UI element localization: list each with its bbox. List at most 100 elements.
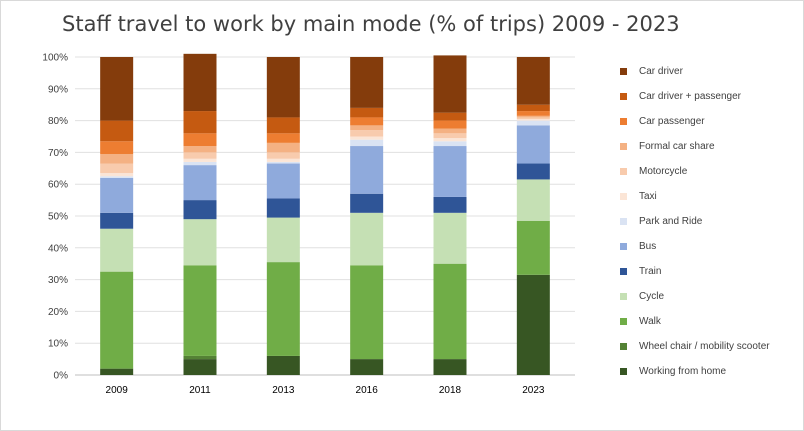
bar-segment-train (183, 200, 217, 220)
bar-segment-cycle (350, 212, 384, 266)
y-tick-label: 40% (48, 243, 68, 254)
bar-segment-bus (350, 146, 384, 194)
legend-item: Park and Ride (620, 214, 702, 228)
bar-segment-working-from-home (516, 274, 550, 375)
bar-segment-formal-car-share (183, 146, 217, 153)
bar-segment-formal-car-share (516, 115, 550, 118)
bar-segment-walk (183, 265, 217, 356)
y-tick-label: 30% (48, 275, 68, 286)
legend-label: Bus (639, 240, 657, 252)
legend-label: Working from home (639, 365, 727, 377)
legend-swatch (620, 317, 627, 325)
bar-segment-car-driver-passenger (516, 104, 550, 112)
y-tick-label: 100% (42, 53, 68, 64)
bar-segment-taxi (433, 138, 467, 142)
legend-item: Wheel chair / mobility scooter (620, 339, 770, 353)
bar-segment-walk (516, 220, 550, 275)
bar-segment-formal-car-share (266, 142, 300, 153)
bar-segment-car-passenger (100, 141, 134, 154)
bar-segment-taxi (183, 158, 217, 162)
y-tick-label: 20% (48, 307, 68, 318)
bar-segment-park-and-ride (516, 120, 550, 126)
bar-segment-train (516, 163, 550, 180)
legend-item: Motorcycle (620, 164, 687, 178)
bar-segment-car-passenger (433, 120, 467, 129)
bar-segment-cycle (183, 219, 217, 266)
y-tick-label: 70% (48, 148, 68, 159)
bar-segment-motorcycle (350, 130, 384, 137)
bar-segment-car-driver (266, 57, 300, 118)
legend-item: Train (620, 264, 661, 278)
legend-item: Working from home (620, 364, 726, 378)
legend-label: Cycle (639, 290, 665, 302)
bar-segment-train (266, 198, 300, 218)
bar-segment-motorcycle (266, 152, 300, 159)
bar-segment-car-driver (183, 53, 217, 112)
bar-segment-car-driver (350, 57, 384, 108)
legend-swatch (620, 292, 627, 300)
legend-swatch (620, 217, 627, 225)
bar-segment-wheel-chair-mobility-scooter (183, 355, 217, 360)
legend-label: Car driver + passenger (639, 90, 741, 102)
legend-swatch (620, 242, 627, 250)
bar-segment-bus (266, 163, 300, 199)
legend-item: Car driver (620, 64, 683, 78)
y-tick-label: 60% (48, 180, 68, 191)
bar-segment-formal-car-share (350, 125, 384, 131)
bar-segment-park-and-ride (100, 176, 134, 178)
y-tick-label: 10% (48, 339, 68, 350)
bar-segment-formal-car-share (433, 128, 467, 134)
bar-segment-taxi (100, 173, 134, 177)
bar-segment-taxi (516, 119, 550, 121)
bar-segment-car-driver-passenger (266, 117, 300, 134)
bar-segment-car-passenger (183, 133, 217, 147)
bar-segment-working-from-home (433, 359, 467, 375)
legend-item: Car passenger (620, 114, 705, 128)
legend-label: Taxi (639, 190, 657, 202)
bar-segment-walk (266, 262, 300, 356)
bar-segment-motorcycle (433, 133, 467, 139)
bar-segment-taxi (266, 158, 300, 162)
legend-swatch (620, 92, 627, 100)
bar-segment-motorcycle (516, 117, 550, 120)
bar-segment-working-from-home (100, 368, 134, 375)
legend-swatch (620, 267, 627, 275)
legend-swatch (620, 342, 627, 350)
legend-item: Car driver + passenger (620, 89, 741, 103)
bar-segment-walk (100, 271, 134, 369)
bar-segment-train (100, 212, 134, 229)
y-tick-label: 0% (54, 371, 69, 382)
bar-segment-train (350, 193, 384, 213)
chart-title: Staff travel to work by main mode (% of … (62, 12, 680, 36)
legend-swatch (620, 167, 627, 175)
y-tick-label: 80% (48, 116, 68, 127)
bar-segment-park-and-ride (350, 139, 384, 147)
legend-swatch (620, 117, 627, 125)
bar-segment-bus (183, 165, 217, 201)
legend-label: Car passenger (639, 115, 705, 127)
bar-segment-bus (516, 125, 550, 164)
bar-segment-working-from-home (183, 359, 217, 375)
bar-segment-cycle (516, 179, 550, 221)
bar-segment-cycle (100, 228, 134, 272)
bar-segment-bus (100, 177, 134, 213)
bar-segment-car-driver (100, 57, 134, 121)
legend-item: Walk (620, 314, 661, 328)
bar-segment-car-passenger (266, 133, 300, 143)
bar-segment-car-driver (433, 55, 467, 113)
bar-segment-car-driver-passenger (350, 107, 384, 118)
bar-segment-working-from-home (266, 355, 300, 375)
bar-segment-park-and-ride (433, 141, 467, 147)
bar-segment-park-and-ride (266, 161, 300, 164)
y-tick-label: 50% (48, 212, 68, 223)
bar-segment-formal-car-share (100, 153, 134, 164)
bar-segment-car-passenger (516, 111, 550, 116)
x-tick-label: 2013 (272, 385, 295, 396)
bar-segment-taxi (350, 136, 384, 140)
bar-segment-cycle (266, 217, 300, 263)
legend-item: Formal car share (620, 139, 715, 153)
bar-segment-car-driver-passenger (100, 120, 134, 142)
bar-segment-working-from-home (350, 359, 384, 375)
y-tick-label: 90% (48, 84, 68, 95)
bar-segment-cycle (433, 212, 467, 264)
